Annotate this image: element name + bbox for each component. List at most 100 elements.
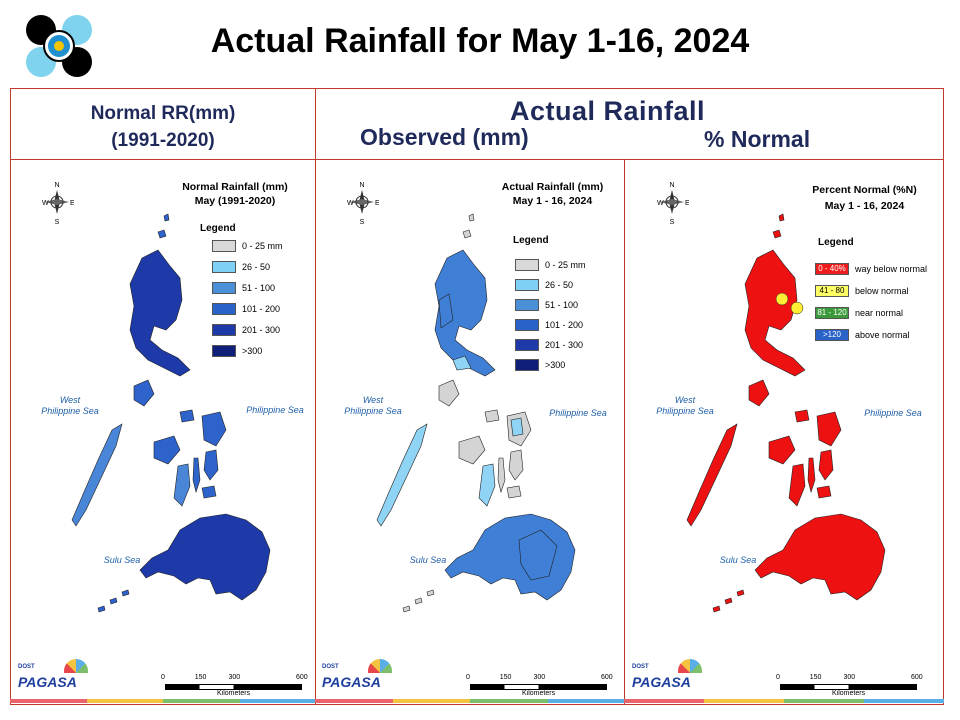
svg-text:E: E [375, 200, 379, 207]
percent-normal-heading: % Normal [704, 126, 811, 152]
island-shape [192, 457, 201, 494]
footer-color-bar [624, 699, 704, 703]
legend-swatch [212, 323, 236, 336]
legend-swatch [212, 344, 236, 357]
legend-swatch [515, 298, 539, 311]
island-shape [179, 409, 195, 423]
sea-label-east: Philippine Sea [864, 408, 922, 418]
logo-pagasa-text: PAGASA [322, 674, 381, 690]
island-shape [744, 249, 806, 377]
scale-tick-label: 300 [228, 674, 241, 681]
legend-label: >300 [242, 345, 263, 356]
compass-e: E [70, 200, 74, 207]
legend-label: 26 - 50 [545, 279, 574, 290]
footer-color-bar [392, 699, 470, 703]
island-shape [109, 597, 118, 605]
compass-icon: N W E S [347, 182, 379, 226]
compass-icon: N W E S [42, 182, 74, 226]
scale-tick-label: 150 [809, 674, 822, 681]
panel-percent-frame [624, 159, 944, 705]
svg-text:E: E [685, 200, 689, 207]
legend-swatch: 0 - 40% [815, 262, 849, 275]
island-shape [438, 293, 454, 329]
island-shape [788, 463, 806, 507]
sea-label-sulu: Sulu Sea [103, 555, 141, 565]
legend-item: 201 - 300 [515, 338, 583, 351]
sea-label-east: Philippine Sea [246, 405, 304, 415]
legend-swatch [515, 358, 539, 371]
legend-label: >300 [545, 359, 566, 370]
compass-s: S [55, 219, 60, 226]
legend-label: 101 - 200 [545, 319, 584, 330]
legend-item: >120 above normal [815, 328, 910, 341]
sea-west-line2: Philippine Sea [41, 406, 99, 416]
legend-item: 51 - 100 [212, 281, 275, 294]
footer-color-bar [470, 699, 548, 703]
island-shape [121, 589, 130, 597]
logo-pagasa-text: PAGASA [18, 674, 77, 690]
island-shape [153, 435, 181, 465]
legend-item: 51 - 100 [515, 298, 578, 311]
island-shape [434, 249, 496, 377]
island-shape [686, 423, 738, 527]
legend-swatch [515, 338, 539, 351]
legend-item: 201 - 300 [212, 323, 280, 336]
scale-tick-label: 150 [194, 674, 207, 681]
scale-unit-label: Kilometers [217, 690, 251, 697]
island-shape [772, 229, 782, 239]
map-title-line2: May 1 - 16, 2024 [824, 200, 905, 212]
legend-swatch: >120 [815, 328, 849, 341]
svg-text:S: S [360, 219, 365, 226]
legend-swatch [515, 278, 539, 291]
island-shape [818, 449, 834, 481]
logo-dost-text: DOST [632, 664, 649, 670]
actual-rainfall-heading: Actual Rainfall [510, 96, 706, 126]
svg-text:S: S [670, 219, 675, 226]
footer-color-bar [315, 699, 393, 703]
island-shape [468, 213, 475, 222]
legend-label: 51 - 100 [242, 282, 276, 293]
legend-swatch: 81 - 120 [815, 306, 849, 319]
svg-text:W: W [657, 200, 664, 207]
legend-swatch [212, 281, 236, 294]
island-shape [376, 423, 428, 527]
scale-tick-label: 300 [533, 674, 546, 681]
legend-label: above normal [855, 329, 910, 340]
scale-tick-label: 300 [843, 674, 856, 681]
legend-item: 26 - 50 [515, 278, 573, 291]
map-title-line2: May (1991-2020) [194, 195, 276, 207]
island-shape [173, 463, 191, 507]
legend-swatch [212, 239, 236, 252]
legend-item: 101 - 200 [515, 318, 583, 331]
sea-label-sulu: Sulu Sea [719, 555, 757, 565]
legend-label: 0 - 25 mm [545, 259, 586, 270]
island-shape [201, 485, 217, 499]
legend-label: 26 - 50 [242, 261, 271, 272]
sea-label-west: West Philippine Sea [656, 395, 714, 416]
island-shape [754, 513, 886, 601]
legend-swatch [515, 318, 539, 331]
island-shape [438, 379, 460, 407]
footer-color-bar [547, 699, 625, 703]
legend-label: below normal [855, 285, 909, 296]
logo-pagasa-text: PAGASA [632, 674, 691, 690]
island-shape [794, 409, 810, 423]
legend-swatch [212, 302, 236, 315]
page-title: Actual Rainfall for May 1-16, 2024 [210, 22, 750, 60]
island-shape [444, 513, 576, 601]
island-shape [510, 417, 524, 437]
scale-tick-label: 600 [911, 674, 923, 681]
umbrella-icon [678, 659, 702, 673]
sea-label-west: West Philippine Sea [344, 395, 402, 416]
legend-heading: Legend [200, 223, 236, 234]
island-shape [778, 213, 785, 222]
scale-tick-label: 150 [499, 674, 512, 681]
legend-swatch: 41 - 80 [815, 284, 849, 297]
island-shape [518, 529, 558, 581]
umbrella-icon [368, 659, 392, 673]
legend-item: 0 - 25 mm [212, 239, 283, 252]
island-shape [768, 435, 796, 465]
legend-item: >300 [515, 358, 565, 371]
island-shape [139, 513, 271, 601]
legend-item: >300 [212, 344, 262, 357]
